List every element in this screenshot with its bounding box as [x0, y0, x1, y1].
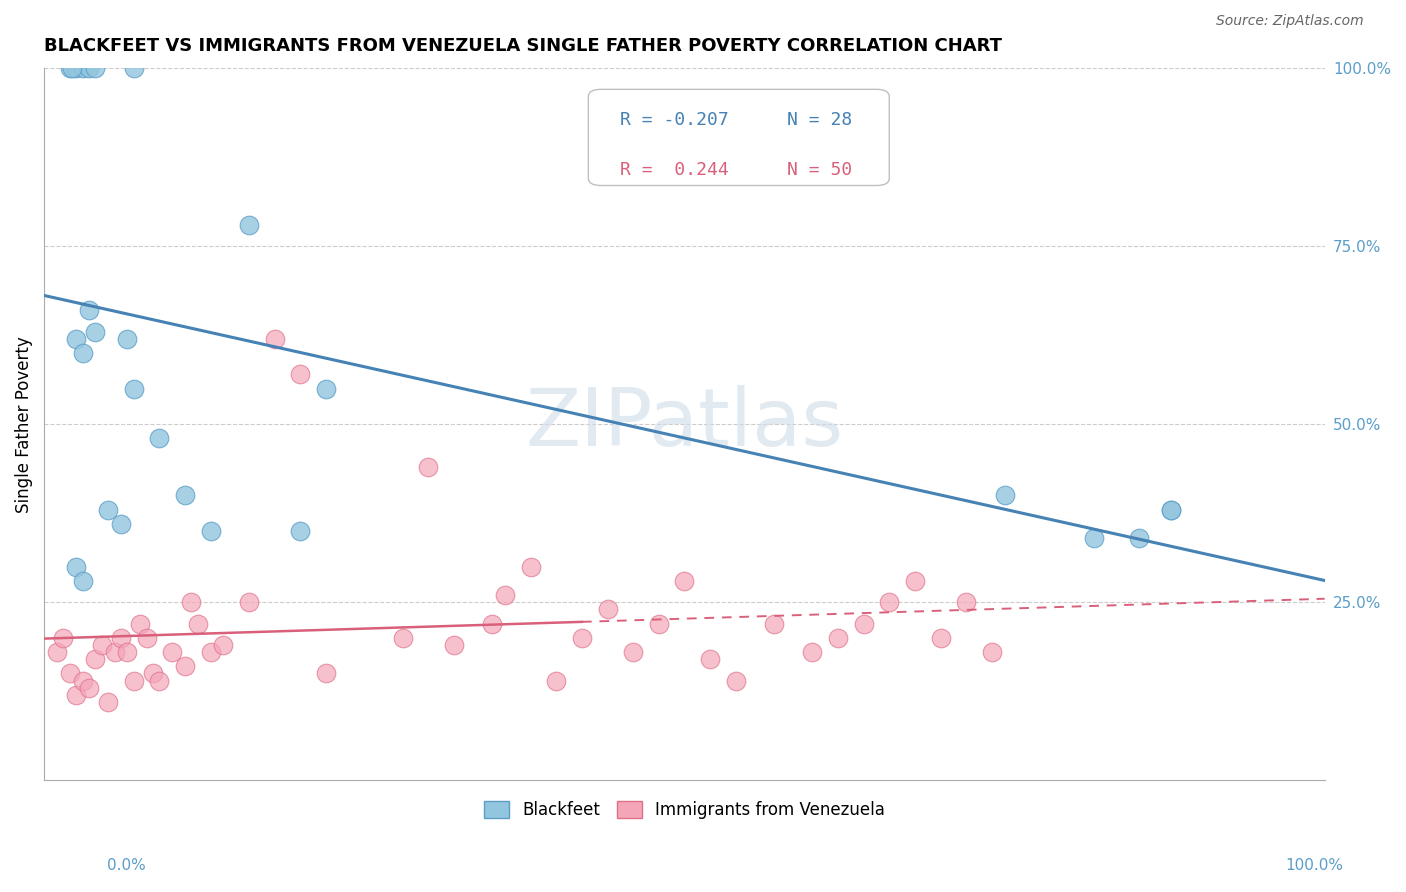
Point — [148, 431, 170, 445]
Point — [1083, 531, 1105, 545]
Point — [315, 382, 337, 396]
Point — [84, 652, 107, 666]
Point — [827, 631, 849, 645]
Point — [174, 488, 197, 502]
Point — [801, 645, 824, 659]
Point — [315, 666, 337, 681]
Point — [72, 574, 94, 588]
Point — [90, 638, 112, 652]
Point — [52, 631, 75, 645]
Point — [763, 616, 786, 631]
Point — [135, 631, 157, 645]
Point — [980, 645, 1002, 659]
Text: 100.0%: 100.0% — [1285, 858, 1344, 872]
Point — [60, 61, 83, 75]
Point — [519, 559, 541, 574]
Text: BLACKFEET VS IMMIGRANTS FROM VENEZUELA SINGLE FATHER POVERTY CORRELATION CHART: BLACKFEET VS IMMIGRANTS FROM VENEZUELA S… — [44, 37, 1002, 55]
Point — [72, 673, 94, 688]
Point — [97, 695, 120, 709]
Point — [59, 666, 82, 681]
Point — [117, 332, 139, 346]
Point — [84, 61, 107, 75]
Point — [200, 524, 222, 538]
Point — [673, 574, 696, 588]
Point — [418, 459, 440, 474]
Y-axis label: Single Father Poverty: Single Father Poverty — [15, 335, 32, 513]
Point — [1160, 502, 1182, 516]
Point — [648, 616, 671, 631]
Point — [72, 61, 94, 75]
Point — [852, 616, 875, 631]
Point — [160, 645, 183, 659]
Point — [929, 631, 952, 645]
Point — [724, 673, 747, 688]
Text: R =  0.244: R = 0.244 — [620, 161, 730, 178]
Point — [65, 688, 87, 702]
Point — [699, 652, 721, 666]
Point — [142, 666, 165, 681]
Point — [103, 645, 125, 659]
Point — [180, 595, 202, 609]
Point — [122, 382, 145, 396]
Point — [904, 574, 927, 588]
Point — [1128, 531, 1150, 545]
Point — [148, 673, 170, 688]
Point — [174, 659, 197, 673]
Point — [238, 218, 260, 232]
Point — [77, 681, 100, 695]
Point — [65, 332, 87, 346]
Point — [59, 61, 82, 75]
Text: N = 28: N = 28 — [787, 111, 852, 128]
Point — [117, 645, 139, 659]
Point — [97, 502, 120, 516]
Point — [481, 616, 503, 631]
Point — [290, 524, 312, 538]
Point — [65, 559, 87, 574]
Point — [72, 346, 94, 360]
Point — [77, 303, 100, 318]
Point — [65, 61, 87, 75]
FancyBboxPatch shape — [588, 89, 889, 186]
Point — [596, 602, 619, 616]
Point — [110, 516, 132, 531]
Text: ZIPatlas: ZIPatlas — [526, 385, 844, 463]
Text: Source: ZipAtlas.com: Source: ZipAtlas.com — [1216, 14, 1364, 28]
Point — [122, 61, 145, 75]
Point — [1160, 502, 1182, 516]
Point — [129, 616, 152, 631]
Point — [443, 638, 465, 652]
Point — [212, 638, 235, 652]
Point — [200, 645, 222, 659]
Text: 0.0%: 0.0% — [107, 858, 146, 872]
Point — [546, 673, 568, 688]
Point — [110, 631, 132, 645]
Legend: Blackfeet, Immigrants from Venezuela: Blackfeet, Immigrants from Venezuela — [477, 794, 891, 825]
Point — [238, 595, 260, 609]
Point — [77, 61, 100, 75]
Point — [877, 595, 900, 609]
Point — [571, 631, 593, 645]
Point — [993, 488, 1015, 502]
Text: N = 50: N = 50 — [787, 161, 852, 178]
Text: R = -0.207: R = -0.207 — [620, 111, 730, 128]
Point — [263, 332, 285, 346]
Point — [621, 645, 644, 659]
Point — [290, 368, 312, 382]
Point — [494, 588, 516, 602]
Point — [955, 595, 977, 609]
Point — [122, 673, 145, 688]
Point — [187, 616, 209, 631]
Point — [391, 631, 413, 645]
Point — [45, 645, 67, 659]
Point — [84, 325, 107, 339]
